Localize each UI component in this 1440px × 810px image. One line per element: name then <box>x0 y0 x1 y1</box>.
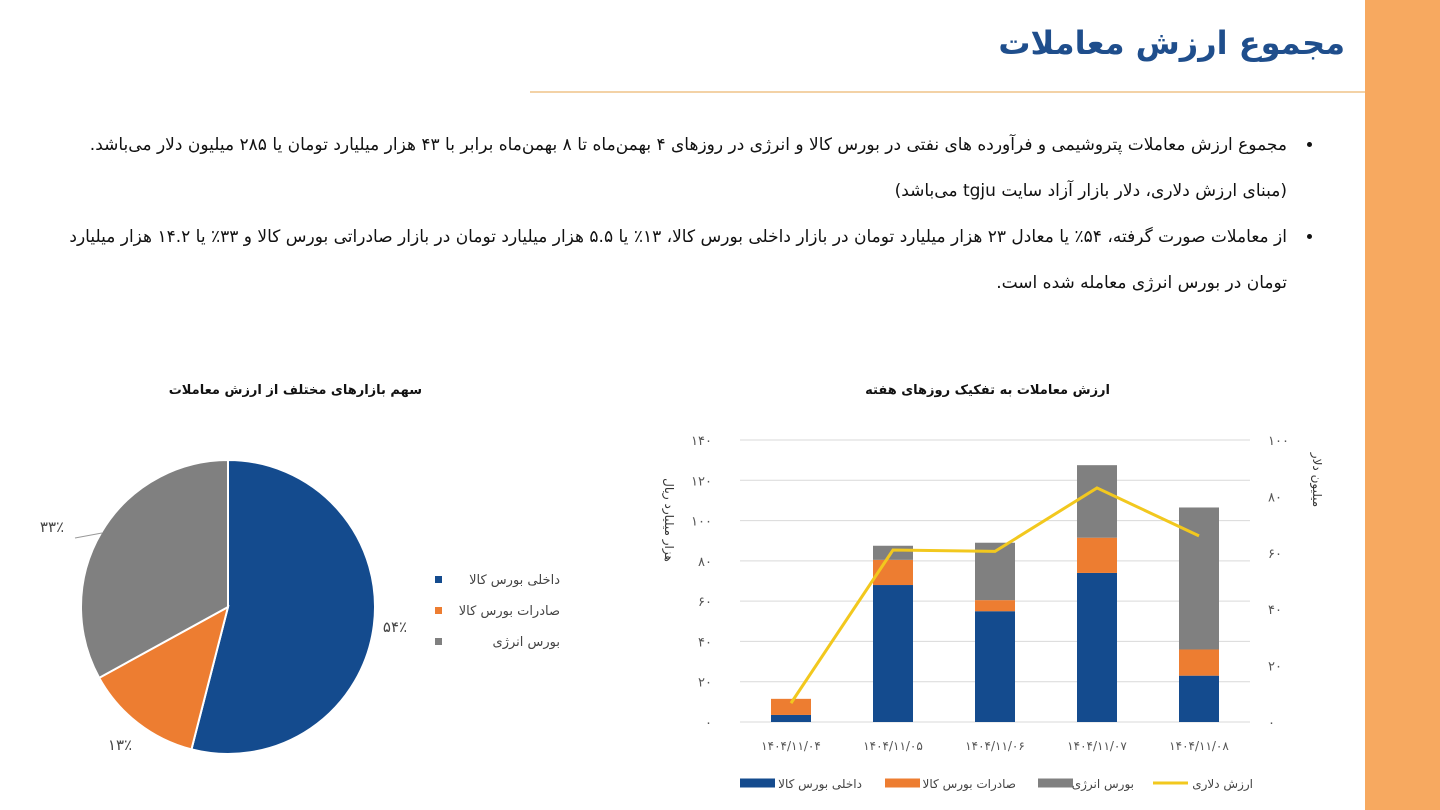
pie-chart: ۵۴٪ ۱۳٪ ۳۳٪ داخلی بورس کالا صادرات بورس کالا… <box>40 458 560 755</box>
y2-tick-label: ۸۰ <box>1268 490 1282 505</box>
pie-data-label: ۳۳٪ <box>40 518 64 536</box>
legend-label: بورس انرژی <box>493 635 560 650</box>
bar-segment <box>771 698 811 715</box>
legend-label: صادرات بورس کالا <box>459 604 560 619</box>
leader-line <box>74 532 103 539</box>
y2-tick-label: ۲۰ <box>1268 660 1282 675</box>
x-tick-label: ۱۴۰۴/۱۱/۰۵ <box>863 739 923 753</box>
legend-label: داخلی بورس کالا <box>778 777 862 792</box>
bar-segment <box>975 611 1015 722</box>
bar-segment <box>1179 649 1219 676</box>
y2-tick-label: ۴۰ <box>1268 603 1282 618</box>
y-tick-label: ۱۴۰ <box>691 434 712 449</box>
y-tick-label: ۲۰ <box>698 676 712 691</box>
y2-axis-label: میلیون دلار <box>1309 452 1324 507</box>
y-tick-label: ۶۰ <box>698 595 712 610</box>
bar-segment <box>1179 675 1219 722</box>
y2-tick-label: ۰ <box>1268 716 1275 731</box>
legend-swatch <box>740 778 775 788</box>
y-tick-label: ۱۰۰ <box>691 515 712 530</box>
pie-slice <box>97 605 230 751</box>
bar-segment <box>1077 572 1117 722</box>
x-tick-label: ۱۴۰۴/۱۱/۰۴ <box>761 739 821 753</box>
bar-chart: ۰ ۲۰ ۴۰ ۶۰ ۸۰ ۱۰۰ ۱۲۰ ۱۴۰ ۰ ۲۰ ۴۰ ۶۰ ۸۰ ۱۰۰ هزار میلیا… <box>661 434 1324 792</box>
legend-label: داخلی بورس کالا <box>469 573 560 588</box>
legend-label: صادرات بورس کالا <box>923 777 1016 792</box>
title-divider <box>530 91 1365 93</box>
bullet-item: از معاملات صورت گرفته، ۵۴٪ یا معادل ۲۳ ه… <box>55 214 1295 306</box>
legend-swatch <box>435 607 442 614</box>
y-axis-label: هزار میلیارد ریال <box>661 478 676 562</box>
bar-segment <box>1077 465 1117 538</box>
pie-chart-title: سهم بازارهای مختلف از ارزش معاملات <box>168 383 422 398</box>
y2-tick-label: ۱۰۰ <box>1268 434 1289 449</box>
pie-data-label: ۵۴٪ <box>383 618 407 636</box>
bar-segment <box>975 600 1015 612</box>
bar-segment <box>771 714 811 722</box>
legend-label: ارزش دلاری <box>1192 777 1253 792</box>
pie-slice <box>80 458 229 680</box>
legend-label: بورس انرژی <box>1072 777 1134 792</box>
accent-strip <box>1365 0 1440 810</box>
page-title: مجموع ارزش معاملات <box>998 24 1345 62</box>
x-tick-label: ۱۴۰۴/۱۱/۰۷ <box>1067 739 1127 753</box>
legend-swatch <box>435 638 442 645</box>
bullet-item: مجموع ارزش معاملات پتروشیمی و فرآورده ها… <box>55 122 1295 214</box>
x-tick-label: ۱۴۰۴/۱۱/۰۸ <box>1169 739 1229 753</box>
bar-segment <box>873 545 913 560</box>
legend-swatch <box>1038 778 1073 788</box>
y-tick-label: ۱۲۰ <box>691 474 712 489</box>
legend-swatch <box>1153 781 1188 785</box>
legend-swatch <box>885 778 920 788</box>
y-tick-label: ۰ <box>705 716 712 731</box>
pie-slice <box>190 458 376 755</box>
line-series-dollar-value <box>789 486 1200 704</box>
bullet-list: مجموع ارزش معاملات پتروشیمی و فرآورده ها… <box>55 122 1313 306</box>
legend-swatch <box>435 576 442 583</box>
y-tick-label: ۸۰ <box>698 555 712 570</box>
y2-tick-label: ۶۰ <box>1268 547 1282 562</box>
bar-segment <box>1077 537 1117 573</box>
x-tick-label: ۱۴۰۴/۱۱/۰۶ <box>965 739 1025 753</box>
y-tick-label: ۴۰ <box>698 635 712 650</box>
pie-data-label: ۱۳٪ <box>108 736 132 754</box>
bar-segment <box>873 585 913 722</box>
bar-chart-title: ارزش معاملات به تفکیک روزهای هفته <box>865 383 1110 398</box>
